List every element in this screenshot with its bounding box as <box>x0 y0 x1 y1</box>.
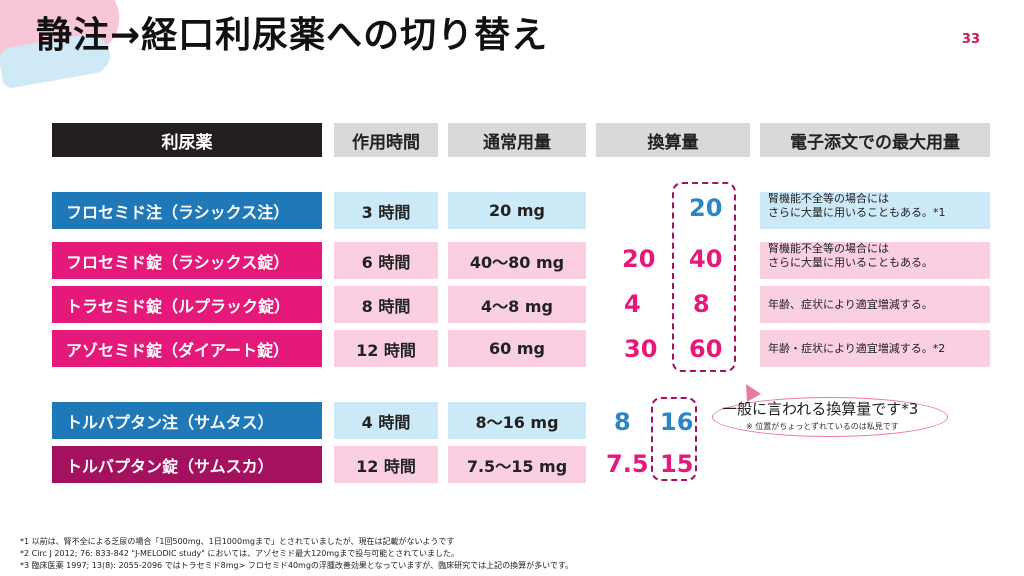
footnote: *3 臨床医薬 1997; 13(8): 2055-2096 ではトラセミド8m… <box>20 561 574 570</box>
footnote: *1 以前は、腎不全による乏尿の場合「1回500mg、1日1000mgまで」とさ… <box>20 537 455 546</box>
conversion-right: 40 <box>689 245 723 273</box>
max-dose-note: 腎機能不全等の場合には さらに大量に用いることもある。 <box>760 242 990 279</box>
conversion-left: 20 <box>622 245 656 273</box>
dose-cell: 7.5～15 mg <box>448 446 586 483</box>
note-line-1: 腎機能不全等の場合には <box>768 242 889 255</box>
duration-cell: 12 時間 <box>334 446 438 483</box>
drug-name: フロセミド錠（ラシックス錠） <box>52 242 322 279</box>
header-usual-dose: 通常用量 <box>448 123 586 157</box>
conversion-left: 8 <box>614 408 631 436</box>
drug-name: フロセミド注（ラシックス注） <box>52 192 322 229</box>
header-conversion: 換算量 <box>596 123 750 157</box>
header-max-dose: 電子添文での最大用量 <box>760 123 990 157</box>
drug-name: アゾセミド錠（ダイアート錠） <box>52 330 322 367</box>
conversion-left: 30 <box>624 335 658 363</box>
conversion-left: 7.5 <box>606 450 649 478</box>
max-dose-note: 年齢、症状により適宜増減する。 <box>760 286 990 323</box>
conversion-right: 8 <box>693 290 710 318</box>
duration-cell: 6 時間 <box>334 242 438 279</box>
bubble-text: 一般に言われる換算量です*3 <box>722 400 919 418</box>
dose-cell: 4～8 mg <box>448 286 586 323</box>
dose-cell: 20 mg <box>448 192 586 229</box>
duration-cell: 3 時間 <box>334 192 438 229</box>
duration-cell: 8 時間 <box>334 286 438 323</box>
page-number: 33 <box>961 32 980 47</box>
footnote: *2 Circ J 2012; 76: 833-842 "J-MELODIC s… <box>20 549 460 558</box>
max-dose-note: 腎機能不全等の場合には さらに大量に用いることもある。*1 <box>760 192 990 229</box>
note-line-2: さらに大量に用いることもある。 <box>768 255 933 269</box>
bubble-note: ※ 位置がちょっとずれているのは私見です <box>746 422 899 431</box>
drug-name: トラセミド錠（ルプラック錠） <box>52 286 322 323</box>
conversion-right: 16 <box>660 408 694 436</box>
conversion-right: 20 <box>689 194 723 222</box>
dose-cell: 40～80 mg <box>448 242 586 279</box>
header-duration: 作用時間 <box>334 123 438 157</box>
conversion-highlight-box <box>651 397 697 481</box>
drug-name: トルバプタン錠（サムスカ） <box>52 446 322 483</box>
note-line-2: さらに大量に用いることもある。*1 <box>768 205 946 219</box>
speech-bubble <box>712 397 948 437</box>
max-dose-note: 年齢・症状により適宜増減する。*2 <box>760 330 990 367</box>
drug-name: トルバプタン注（サムタス） <box>52 402 322 439</box>
duration-cell: 4 時間 <box>334 402 438 439</box>
conversion-highlight-box <box>672 182 736 372</box>
note-line-1: 腎機能不全等の場合には <box>768 192 889 205</box>
duration-cell: 12 時間 <box>334 330 438 367</box>
dose-cell: 8～16 mg <box>448 402 586 439</box>
conversion-right: 60 <box>689 335 723 363</box>
slide-title: 静注→経口利尿薬への切り替え <box>36 15 549 56</box>
header-diuretic: 利尿薬 <box>52 123 322 157</box>
dose-cell: 60 mg <box>448 330 586 367</box>
conversion-left: 4 <box>624 290 641 318</box>
